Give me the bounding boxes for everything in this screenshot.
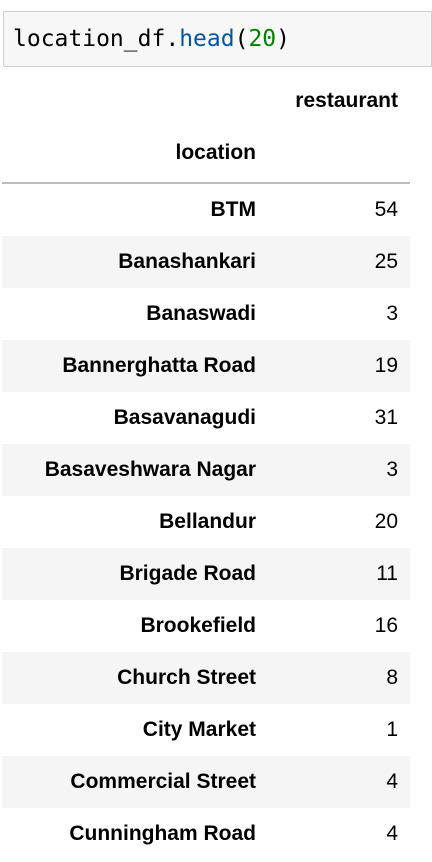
- row-value-restaurant: 1: [386, 718, 398, 741]
- table-body: BTM 54 Banashankari 25 Banaswadi 3 Bannerghatt…: [2, 184, 410, 860]
- row-value-restaurant: 25: [374, 250, 398, 273]
- table-row: Brigade Road 11: [2, 548, 410, 600]
- table-row: City Market 1: [2, 704, 410, 756]
- row-value-restaurant: 16: [374, 614, 398, 637]
- code-variable: location_df: [13, 26, 166, 52]
- code-cell-input[interactable]: location_df.head(20): [3, 11, 432, 67]
- row-index-location: Commercial Street: [70, 770, 256, 793]
- row-index-location: Bannerghatta Road: [62, 354, 256, 377]
- row-value-restaurant: 31: [374, 406, 398, 429]
- row-index-location: City Market: [142, 718, 256, 741]
- column-header-restaurant: restaurant: [295, 89, 398, 112]
- row-value-restaurant: 4: [386, 770, 398, 793]
- code-open-paren: (: [234, 26, 249, 52]
- table-row: BTM 54: [2, 184, 410, 236]
- table-row: Brookefield 16: [2, 600, 410, 652]
- table-row: Banashankari 25: [2, 236, 410, 288]
- table-row: Bannerghatta Road 19: [2, 340, 410, 392]
- row-index-location: Brookefield: [140, 614, 256, 637]
- row-value-restaurant: 11: [376, 562, 398, 585]
- row-index-location: Basaveshwara Nagar: [44, 458, 256, 481]
- row-index-location: Bellandur: [159, 510, 256, 533]
- row-index-location: Cunningham Road: [69, 822, 256, 845]
- table-row: Bellandur 20: [2, 496, 410, 548]
- table-row: Church Street 8: [2, 652, 410, 704]
- row-value-restaurant: 3: [386, 302, 398, 325]
- row-index-location: BTM: [210, 198, 257, 221]
- row-value-restaurant: 3: [386, 458, 398, 481]
- code-argument: 20: [248, 26, 277, 52]
- row-value-restaurant: 4: [386, 822, 398, 845]
- table-row: Commercial Street 4: [2, 756, 410, 808]
- code-close-paren: ): [276, 26, 290, 52]
- row-index-location: Banashankari: [118, 250, 256, 273]
- row-index-location: Banaswadi: [146, 302, 256, 325]
- row-value-restaurant: 8: [386, 666, 398, 689]
- header-divider: [2, 182, 410, 184]
- index-header-location: location: [175, 141, 256, 164]
- row-value-restaurant: 20: [374, 510, 398, 533]
- table-row: Basaveshwara Nagar 3: [2, 444, 410, 496]
- row-index-location: Basavanagudi: [113, 406, 256, 429]
- row-value-restaurant: 19: [374, 354, 398, 377]
- code-dot: .: [165, 26, 180, 52]
- row-index-location: Church Street: [117, 666, 256, 689]
- row-value-restaurant: 54: [374, 198, 398, 221]
- table-row: Banaswadi 3: [2, 288, 410, 340]
- row-index-location: Brigade Road: [119, 562, 256, 585]
- code-function: head: [179, 26, 235, 52]
- table-row: Basavanagudi 31: [2, 392, 410, 444]
- table-row: Cunningham Road 4: [2, 808, 410, 860]
